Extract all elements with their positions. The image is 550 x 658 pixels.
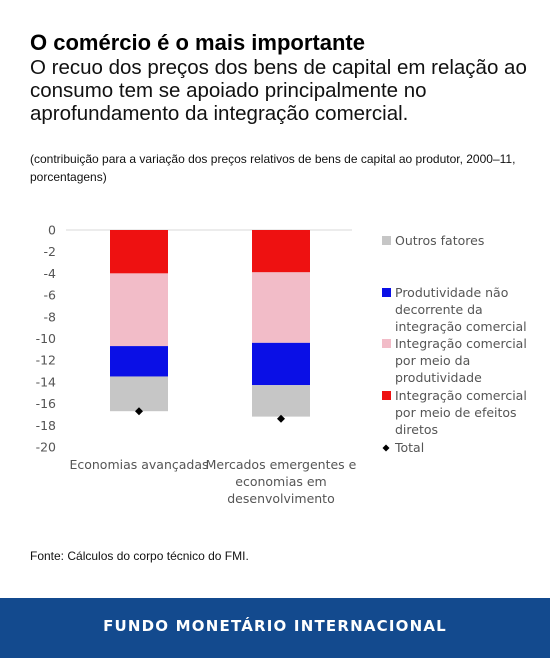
bar-segment bbox=[110, 230, 168, 274]
footer-bar: FUNDO MONETÁRIO INTERNACIONAL bbox=[0, 598, 550, 658]
legend-label: Integração comercial por meio da produtivi… bbox=[395, 336, 527, 385]
chart-subtitle: O recuo dos preços dos bens de capital e… bbox=[30, 56, 527, 125]
bar-segment bbox=[252, 272, 310, 343]
legend-label: Produtividade não decorrente da integração… bbox=[395, 285, 527, 334]
bar-segment bbox=[110, 273, 168, 347]
category-label: Mercados emergentes e economias em desenvo… bbox=[206, 457, 357, 506]
legend-swatch bbox=[382, 288, 391, 297]
bar-segment bbox=[252, 385, 310, 417]
y-tick-label: -4 bbox=[44, 266, 57, 281]
y-tick-label: -18 bbox=[36, 418, 56, 433]
chart-note: (contribuição para a variação dos preços… bbox=[30, 152, 516, 184]
y-tick-label: 0 bbox=[48, 223, 56, 238]
y-tick-label: -20 bbox=[36, 440, 56, 455]
bar-segment bbox=[252, 342, 310, 386]
y-tick-label: -16 bbox=[36, 396, 56, 411]
bar-segment bbox=[252, 230, 310, 273]
y-tick-label: -12 bbox=[36, 353, 56, 368]
y-tick-label: -2 bbox=[44, 244, 56, 259]
organization-name: FUNDO MONETÁRIO INTERNACIONAL bbox=[103, 617, 447, 635]
y-tick-label: -8 bbox=[44, 309, 57, 324]
legend-swatch bbox=[382, 391, 391, 400]
stacked-bar-chart: 0 -2 -4 -6 -8 -10 -12 -14 -16 -18 -20 Economias ava… bbox=[36, 223, 527, 507]
total-marker bbox=[277, 414, 285, 423]
total-marker bbox=[135, 407, 143, 416]
category-label: Economias avançadas bbox=[69, 457, 208, 472]
y-tick-label: -10 bbox=[36, 331, 56, 346]
chart-title: O comércio é o mais importante bbox=[30, 30, 365, 55]
legend-marker-total bbox=[382, 444, 390, 452]
legend-label: Outros fatores bbox=[395, 233, 484, 248]
y-tick-label: -6 bbox=[44, 288, 57, 303]
legend-swatch bbox=[382, 236, 391, 245]
legend-swatch bbox=[382, 339, 391, 348]
legend-label: Integração comercial por meio de efeitos d… bbox=[395, 388, 527, 437]
legend-label: Total bbox=[394, 440, 424, 455]
bar-segment bbox=[110, 346, 168, 377]
source-note: Fonte: Cálculos do corpo técnico do FMI. bbox=[30, 549, 249, 563]
bar-segment bbox=[110, 376, 168, 412]
y-tick-label: -14 bbox=[36, 374, 56, 389]
